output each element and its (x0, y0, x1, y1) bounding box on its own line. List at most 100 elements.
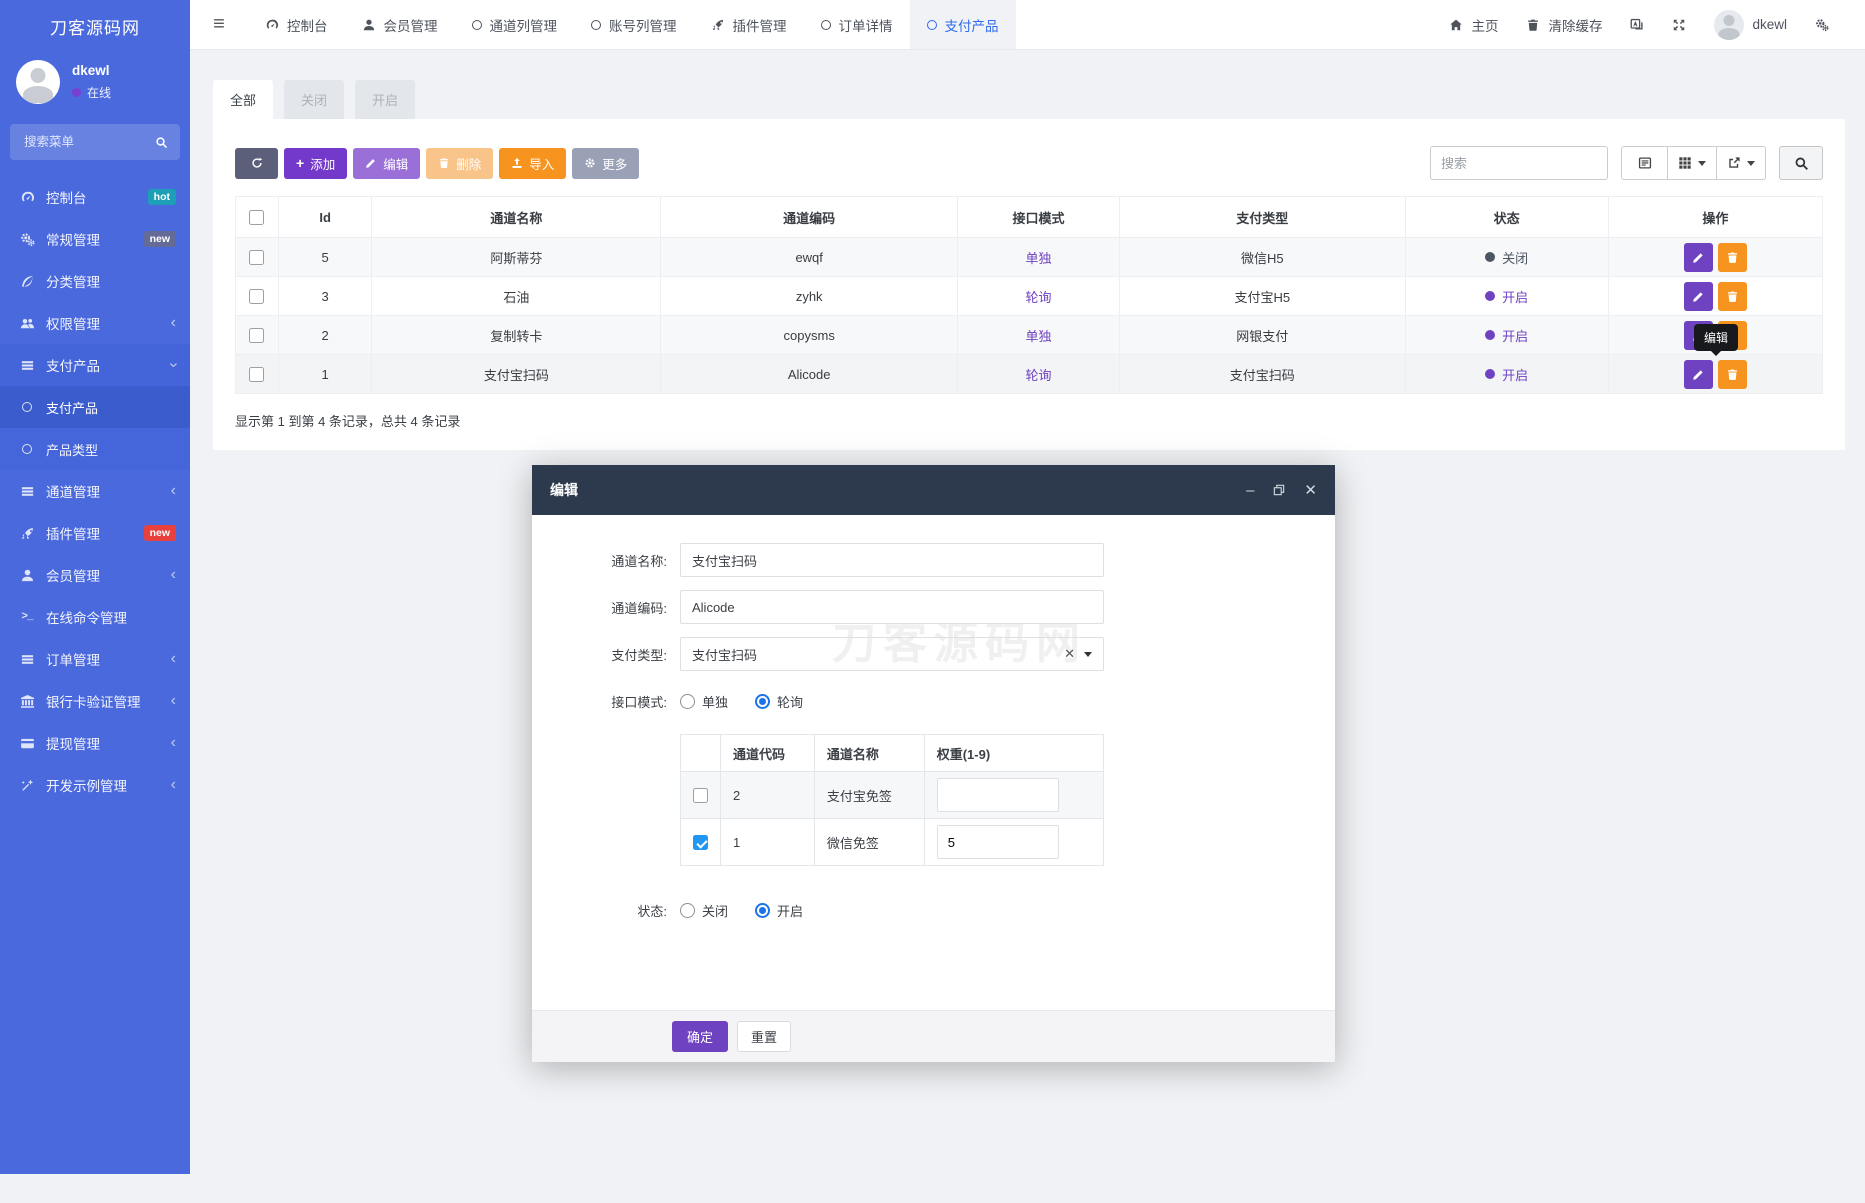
mode-single-radio[interactable] (680, 693, 695, 709)
sidebar-search-input[interactable] (22, 134, 155, 150)
mode-link[interactable]: 单独 (1025, 250, 1052, 266)
hamburger-menu-icon[interactable]: ≡ (213, 13, 225, 35)
reset-button[interactable]: 重置 (737, 1021, 792, 1052)
sidebar-item-pay-products-group[interactable]: 支付产品 ‹ (0, 344, 190, 386)
status-off-option[interactable]: 关闭 (680, 901, 728, 920)
sidebar-item-general[interactable]: 常规管理 new (0, 218, 190, 260)
topnav-order-details[interactable]: 订单详情 (804, 0, 910, 49)
import-button[interactable]: 导入 (499, 147, 567, 179)
channel-code-input[interactable] (680, 590, 1104, 624)
records-summary: 显示第 1 到第 4 条记录，总共 4 条记录 (235, 414, 461, 429)
sidebar-item-dev-examples[interactable]: 开发示例管理 ‹ (0, 764, 190, 806)
sidebar-item-category[interactable]: 分类管理 (0, 260, 190, 302)
mode-link[interactable]: 轮询 (1025, 289, 1052, 305)
edit-dialog: 编辑 – ✕ 刀客源码网 通道名称: 通道编码: 支付类型: 支付宝扫 (532, 465, 1335, 1062)
status-on-radio[interactable] (755, 902, 771, 918)
delete-button[interactable]: 删除 (426, 147, 494, 179)
pencil-icon (1692, 290, 1705, 303)
card-icon (18, 735, 36, 751)
select-all-checkbox[interactable] (249, 210, 265, 226)
field-interface-mode: 接口模式: 单独 轮询 (590, 684, 1335, 718)
weight-input[interactable] (936, 825, 1059, 859)
row-delete-button[interactable] (1717, 281, 1747, 311)
row-delete-button[interactable] (1717, 242, 1747, 272)
export-button[interactable] (1717, 146, 1766, 180)
user-menu[interactable]: dkewl (1700, 9, 1801, 40)
clear-cache-button[interactable]: 清除缓存 (1512, 15, 1616, 35)
status-on-option[interactable]: 开启 (755, 901, 803, 920)
table-search-input[interactable] (1430, 146, 1608, 180)
mode-link[interactable]: 轮询 (1025, 367, 1052, 383)
caret-down-icon (1084, 651, 1092, 657)
mode-poll-option[interactable]: 轮询 (755, 692, 803, 711)
tab-open[interactable]: 开启 (355, 80, 416, 119)
topnav-pay-products[interactable]: 支付产品 (909, 0, 1016, 49)
sidebar-item-withdraw[interactable]: 提现管理 ‹ (0, 722, 190, 764)
refresh-button[interactable] (235, 147, 278, 179)
tab-all[interactable]: 全部 (213, 80, 274, 119)
row-checkbox[interactable] (249, 328, 265, 344)
row-edit-button[interactable] (1683, 281, 1713, 311)
interface-mode-label: 接口模式: (611, 694, 667, 710)
detail-view-button[interactable] (1621, 146, 1668, 180)
translate-button[interactable] (1616, 18, 1658, 32)
home-button[interactable]: 主页 (1435, 15, 1512, 35)
confirm-button[interactable]: 确定 (672, 1021, 729, 1052)
table-row: 2 复制转卡 copysms 单独 网银支付 开启 (235, 315, 1824, 355)
channel-name-input[interactable] (680, 543, 1104, 577)
clear-icon[interactable]: ✕ (1064, 646, 1075, 661)
topnav-plugins[interactable]: 插件管理 (694, 0, 804, 49)
col-code: 通道编码 (660, 196, 959, 238)
channel-checkbox[interactable] (693, 788, 708, 804)
weight-input[interactable] (936, 778, 1059, 812)
search-toggle-button[interactable] (1779, 146, 1823, 180)
more-button[interactable]: 更多 (572, 147, 640, 179)
topnav-account-list[interactable]: 账号列管理 (574, 0, 694, 49)
sidebar-item-pay-products[interactable]: 支付产品 (0, 386, 190, 428)
channel-checkbox[interactable] (693, 835, 708, 851)
trash-icon (1726, 251, 1739, 264)
sidebar-item-channels[interactable]: 通道管理 ‹ (0, 470, 190, 512)
dialog-titlebar[interactable]: 编辑 – ✕ (532, 465, 1335, 515)
status-off-radio[interactable] (680, 902, 695, 918)
row-edit-button[interactable] (1683, 242, 1713, 272)
sidebar-item-auth[interactable]: 权限管理 ‹ (0, 302, 190, 344)
tab-closed[interactable]: 关闭 (284, 80, 345, 119)
filter-tabs: 全部 关闭 开启 (213, 80, 1845, 119)
user-avatar[interactable] (16, 60, 60, 104)
sidebar-item-dashboard[interactable]: 控制台 hot (0, 176, 190, 218)
add-button[interactable]: + 添加 (284, 147, 348, 179)
sidebar-item-online-commands[interactable]: >_ 在线命令管理 (0, 596, 190, 638)
mode-poll-radio[interactable] (755, 693, 771, 709)
status-dot (1485, 252, 1496, 262)
search-icon[interactable] (155, 136, 168, 149)
detail-view-icon (1638, 156, 1652, 170)
topnav-channel-list[interactable]: 通道列管理 (455, 0, 575, 49)
status-badge: 开启 (1485, 326, 1528, 345)
close-icon[interactable]: ✕ (1304, 481, 1317, 499)
translate-icon (1630, 18, 1644, 32)
sidebar-item-orders[interactable]: 订单管理 ‹ (0, 638, 190, 680)
sidebar-item-product-types[interactable]: 产品类型 (0, 428, 190, 470)
sidebar-item-plugins[interactable]: 插件管理 new (0, 512, 190, 554)
settings-button[interactable] (1801, 18, 1843, 32)
edit-button[interactable]: 编辑 (353, 147, 421, 179)
row-checkbox[interactable] (249, 289, 265, 305)
topnav-members[interactable]: 会员管理 (345, 0, 455, 49)
row-delete-button[interactable] (1717, 359, 1747, 389)
restore-icon[interactable] (1273, 484, 1285, 496)
minimize-icon[interactable]: – (1246, 481, 1255, 499)
row-checkbox[interactable] (249, 250, 265, 266)
columns-button[interactable] (1668, 146, 1717, 180)
fullscreen-button[interactable] (1658, 18, 1700, 32)
sidebar-item-members[interactable]: 会员管理 ‹ (0, 554, 190, 596)
status-badge: 关闭 (1485, 248, 1528, 267)
mode-link[interactable]: 单独 (1025, 328, 1052, 344)
row-checkbox[interactable] (249, 367, 265, 383)
chevron-left-icon: ‹ (170, 692, 176, 709)
topnav-dashboard[interactable]: 控制台 (248, 0, 345, 49)
row-edit-button[interactable] (1683, 359, 1713, 389)
sidebar-item-bankcard-verify[interactable]: 银行卡验证管理 ‹ (0, 680, 190, 722)
pay-type-select[interactable]: 支付宝扫码 ✕ (680, 637, 1104, 671)
mode-single-option[interactable]: 单独 (680, 692, 728, 711)
